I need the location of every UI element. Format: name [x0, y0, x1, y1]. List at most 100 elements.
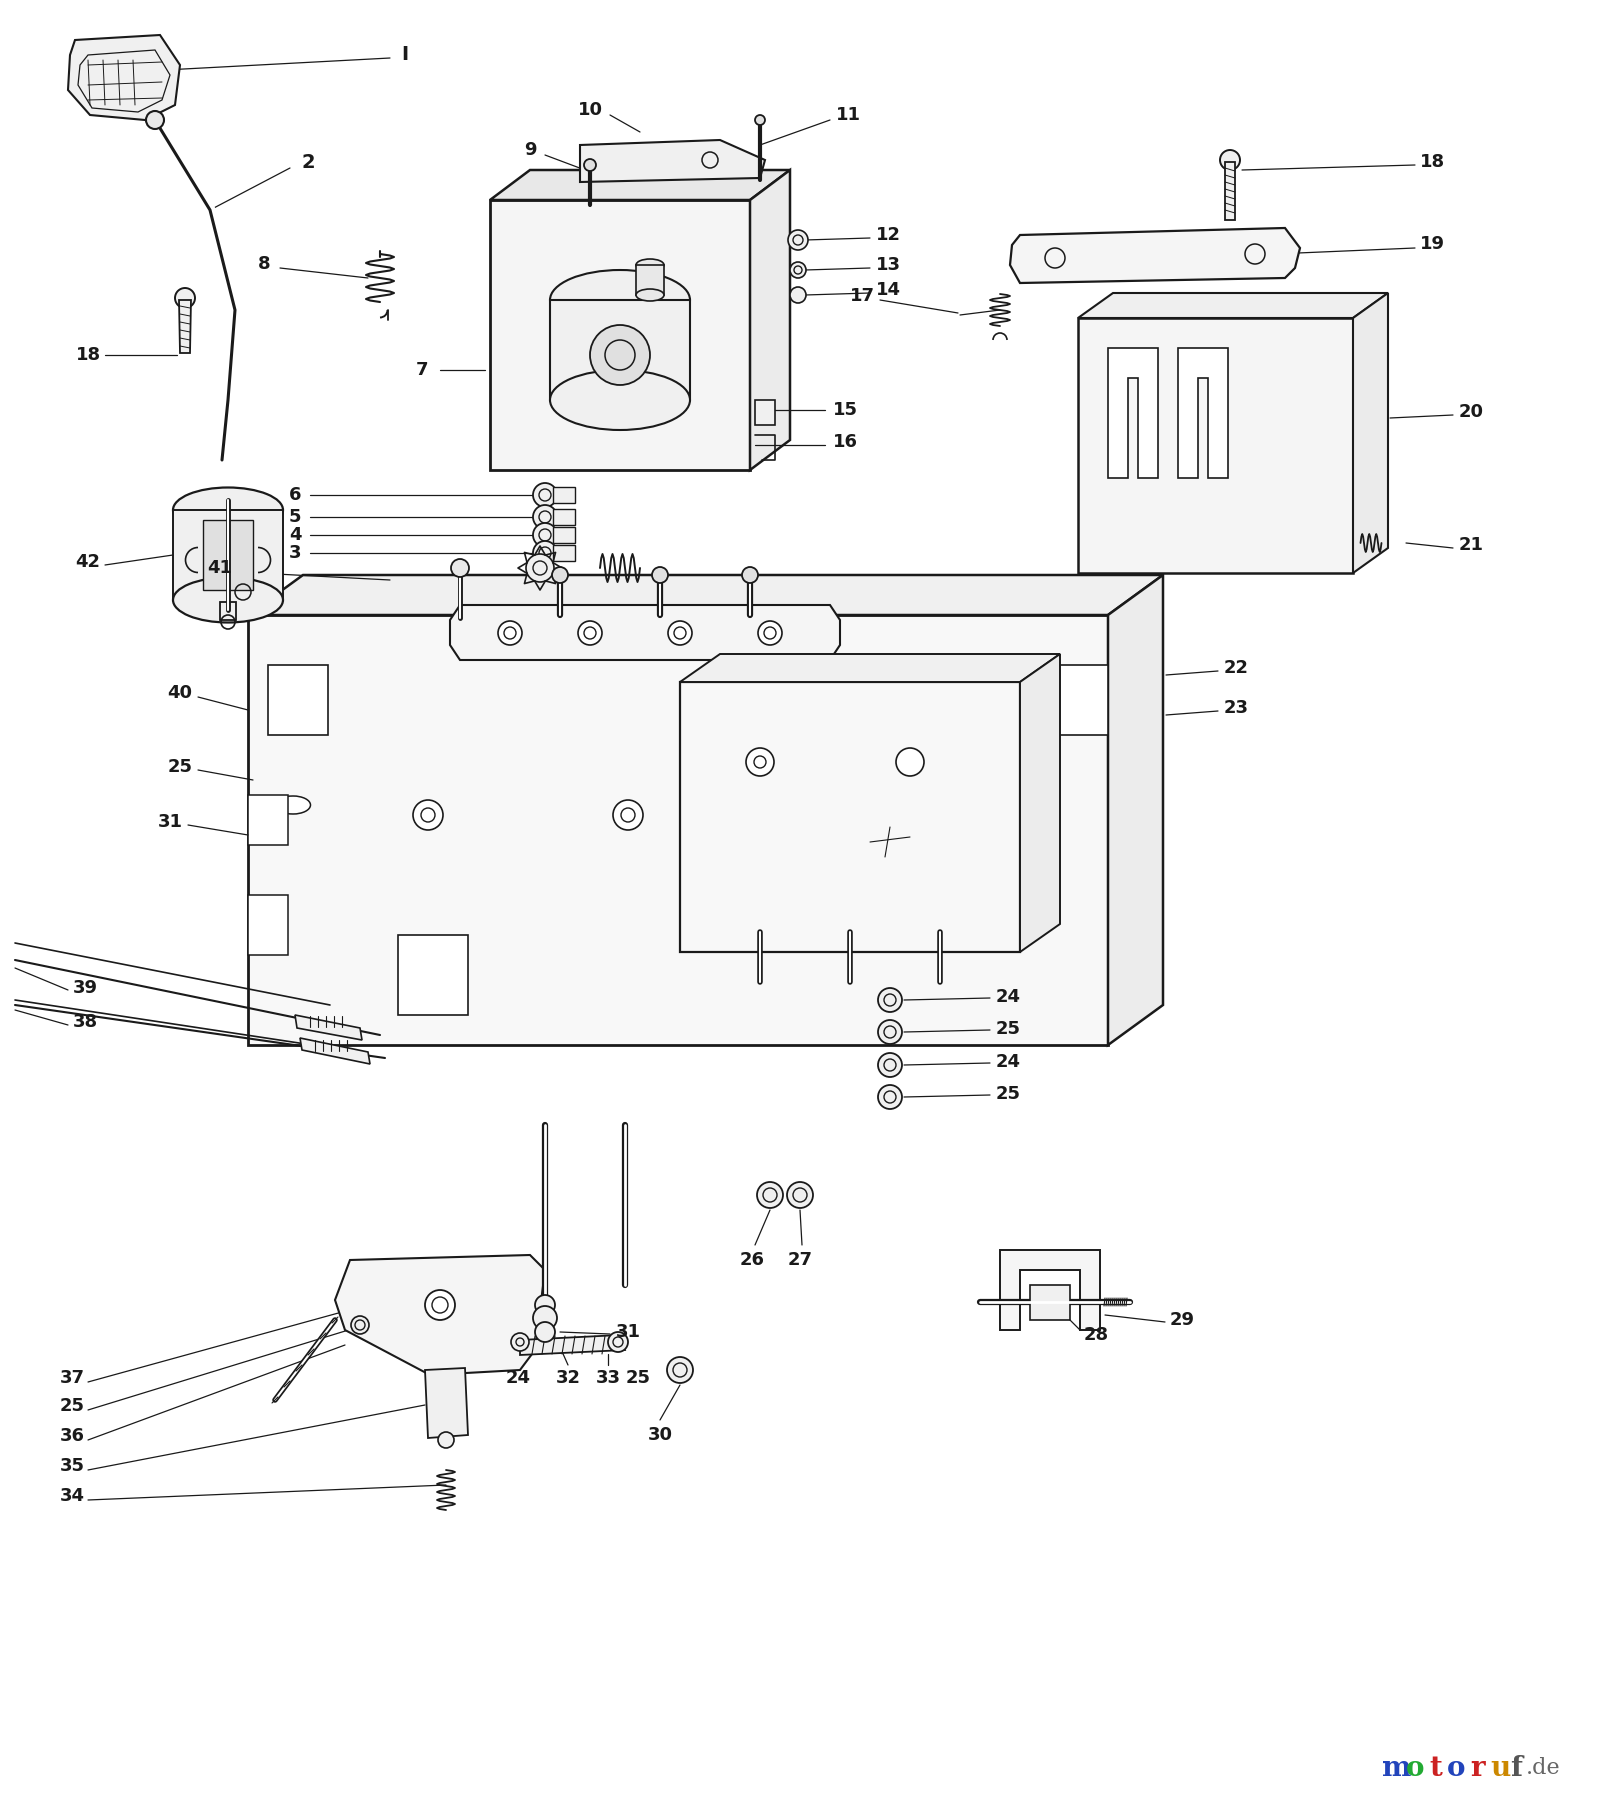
Polygon shape — [553, 527, 576, 544]
Circle shape — [590, 326, 650, 385]
Text: m: m — [1382, 1755, 1411, 1782]
Polygon shape — [553, 509, 576, 526]
Circle shape — [535, 1294, 555, 1316]
Text: 3: 3 — [289, 544, 302, 562]
Text: 13: 13 — [876, 256, 900, 274]
Circle shape — [608, 1332, 628, 1352]
Polygon shape — [295, 1015, 362, 1040]
Circle shape — [787, 1183, 813, 1208]
Circle shape — [511, 1334, 529, 1352]
Text: 15: 15 — [832, 401, 858, 419]
Circle shape — [350, 1316, 368, 1334]
Circle shape — [790, 286, 806, 302]
Text: .de: .de — [1526, 1757, 1560, 1778]
Text: 32: 32 — [555, 1370, 581, 1388]
Text: 12: 12 — [876, 227, 900, 245]
Text: f: f — [1510, 1755, 1521, 1782]
Polygon shape — [1108, 574, 1163, 1046]
Polygon shape — [248, 616, 1108, 1046]
Text: 19: 19 — [1419, 236, 1445, 254]
Polygon shape — [1108, 347, 1158, 479]
Text: 16: 16 — [832, 434, 858, 452]
Circle shape — [746, 749, 774, 776]
Text: 18: 18 — [76, 346, 101, 364]
Text: u: u — [1491, 1755, 1510, 1782]
Text: 9: 9 — [524, 140, 537, 158]
Text: I: I — [401, 45, 409, 65]
Text: 25: 25 — [60, 1397, 84, 1415]
Text: 5: 5 — [289, 508, 302, 526]
Circle shape — [535, 1321, 555, 1343]
Polygon shape — [521, 1336, 624, 1355]
Text: 21: 21 — [1458, 536, 1484, 554]
Polygon shape — [636, 265, 663, 295]
Circle shape — [425, 1291, 456, 1319]
Circle shape — [534, 1307, 556, 1330]
Text: 28: 28 — [1083, 1327, 1108, 1345]
Polygon shape — [550, 301, 689, 400]
Circle shape — [534, 482, 556, 508]
Text: 30: 30 — [647, 1426, 673, 1444]
Polygon shape — [248, 574, 1163, 616]
Text: 26: 26 — [740, 1251, 764, 1269]
Polygon shape — [1178, 347, 1228, 479]
Text: 22: 22 — [1223, 659, 1249, 677]
Text: 35: 35 — [60, 1456, 84, 1474]
Polygon shape — [1020, 653, 1061, 952]
Circle shape — [702, 889, 753, 940]
Ellipse shape — [636, 259, 663, 272]
Circle shape — [534, 542, 556, 565]
Text: 34: 34 — [60, 1487, 84, 1505]
Text: 7: 7 — [415, 362, 428, 380]
Circle shape — [584, 158, 595, 171]
Circle shape — [414, 799, 443, 830]
Polygon shape — [581, 140, 766, 182]
Text: 31: 31 — [157, 814, 183, 832]
Polygon shape — [749, 169, 790, 470]
Text: 37: 37 — [60, 1370, 84, 1388]
Polygon shape — [553, 545, 576, 562]
Text: 40: 40 — [167, 684, 193, 702]
Ellipse shape — [636, 290, 663, 301]
Circle shape — [534, 506, 556, 529]
Circle shape — [526, 554, 555, 581]
Text: 29: 29 — [1169, 1310, 1194, 1328]
Polygon shape — [268, 664, 328, 734]
Polygon shape — [221, 601, 235, 619]
Text: 24: 24 — [996, 1053, 1020, 1071]
Polygon shape — [300, 1039, 370, 1064]
Text: 25: 25 — [996, 1085, 1020, 1103]
Polygon shape — [1353, 293, 1388, 572]
Polygon shape — [174, 509, 282, 599]
Polygon shape — [1225, 162, 1234, 220]
Circle shape — [788, 230, 808, 250]
Text: 39: 39 — [73, 979, 97, 997]
Polygon shape — [1001, 1249, 1100, 1330]
Circle shape — [878, 1085, 902, 1109]
Circle shape — [895, 749, 925, 776]
Polygon shape — [1011, 229, 1299, 283]
Circle shape — [498, 621, 522, 644]
Circle shape — [175, 288, 195, 308]
Ellipse shape — [550, 371, 689, 430]
Polygon shape — [68, 34, 180, 121]
Text: 17: 17 — [850, 286, 874, 304]
Circle shape — [551, 567, 568, 583]
Text: o: o — [1447, 1755, 1466, 1782]
Text: 20: 20 — [1458, 403, 1484, 421]
Polygon shape — [397, 934, 469, 1015]
Text: 18: 18 — [1419, 153, 1445, 171]
Ellipse shape — [174, 488, 282, 533]
Text: 11: 11 — [835, 106, 861, 124]
Polygon shape — [680, 682, 1020, 952]
Text: 24: 24 — [506, 1370, 530, 1388]
Circle shape — [667, 1357, 693, 1382]
Circle shape — [878, 1053, 902, 1076]
Ellipse shape — [174, 578, 282, 623]
Text: 25: 25 — [167, 758, 193, 776]
Circle shape — [613, 799, 642, 830]
Text: 23: 23 — [1223, 698, 1249, 716]
Circle shape — [438, 1433, 454, 1447]
Circle shape — [878, 1021, 902, 1044]
Polygon shape — [248, 895, 289, 956]
